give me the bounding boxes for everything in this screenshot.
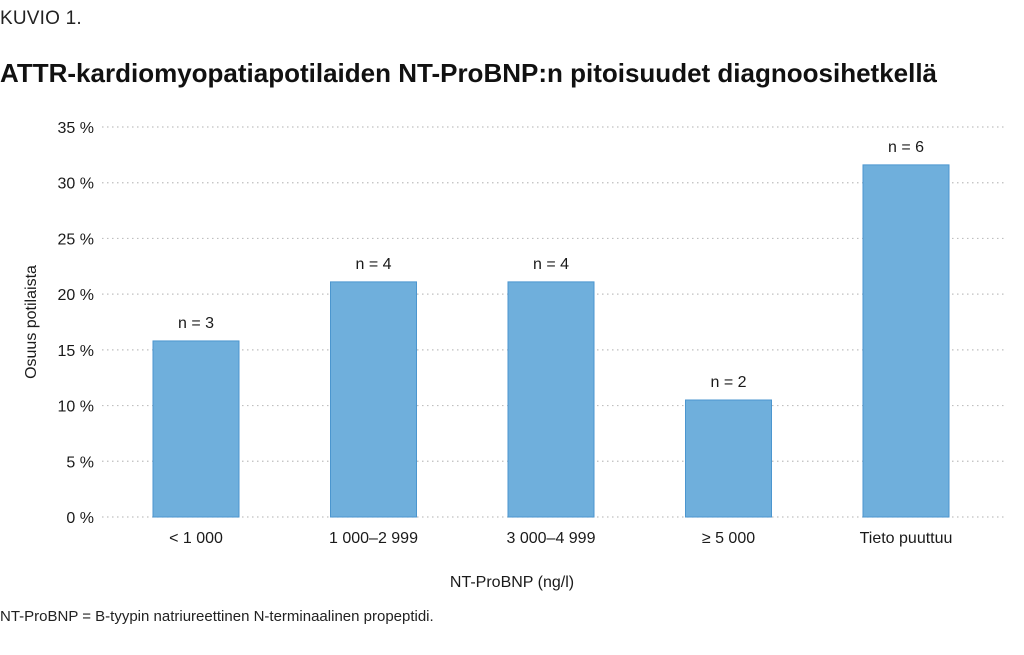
x-tick-label: < 1 000 <box>169 530 223 547</box>
x-tick-label: Tieto puuttuu <box>860 530 953 547</box>
x-tick-label: ≥ 5 000 <box>702 530 755 547</box>
y-tick-label: 25 % <box>58 231 94 248</box>
bar <box>507 281 595 518</box>
y-axis-label: Osuus potilaista <box>23 265 40 379</box>
y-tick-label: 30 % <box>58 176 94 193</box>
bar <box>330 281 417 518</box>
y-tick-label: 5 % <box>66 454 94 471</box>
data-label: n = 4 <box>533 256 569 273</box>
bar <box>862 164 950 518</box>
data-label: n = 6 <box>888 139 924 156</box>
data-label: n = 2 <box>710 374 746 391</box>
y-tick-label: 0 % <box>66 510 94 527</box>
data-label: n = 3 <box>178 315 214 332</box>
y-tick-label: 15 % <box>58 343 94 360</box>
y-axis-ticks: 0 % 5 % 10 % 15 % 20 % 25 % 30 % 35 % <box>58 120 94 527</box>
y-tick-label: 10 % <box>58 399 94 416</box>
x-tick-label: 1 000–2 999 <box>329 530 418 547</box>
y-tick-label: 20 % <box>58 287 94 304</box>
x-axis-ticks: < 1 000 1 000–2 999 3 000–4 999 ≥ 5 000 Tiet… <box>169 530 952 547</box>
figure-label: KUVIO 1. <box>0 8 82 29</box>
bar <box>685 399 772 518</box>
chart-title: ATTR-kardiomyopatiapotilaiden NT-ProBNP:… <box>0 58 938 88</box>
bar-chart: 0 %5 %10 %15 %20 %25 %30 %35 % n = 3n = … <box>23 120 1004 591</box>
bars <box>152 164 950 518</box>
bar <box>152 340 240 518</box>
footnote: NT-ProBNP = B-tyypin natriureettinen N-t… <box>0 608 434 625</box>
y-tick-label: 35 % <box>58 120 94 137</box>
data-label: n = 4 <box>355 256 391 273</box>
x-tick-label: 3 000–4 999 <box>507 530 596 547</box>
x-axis-label: NT-ProBNP (ng/l) <box>450 574 574 591</box>
data-labels: n = 3 n = 4 n = 4 n = 2 n = 6 <box>178 139 924 391</box>
